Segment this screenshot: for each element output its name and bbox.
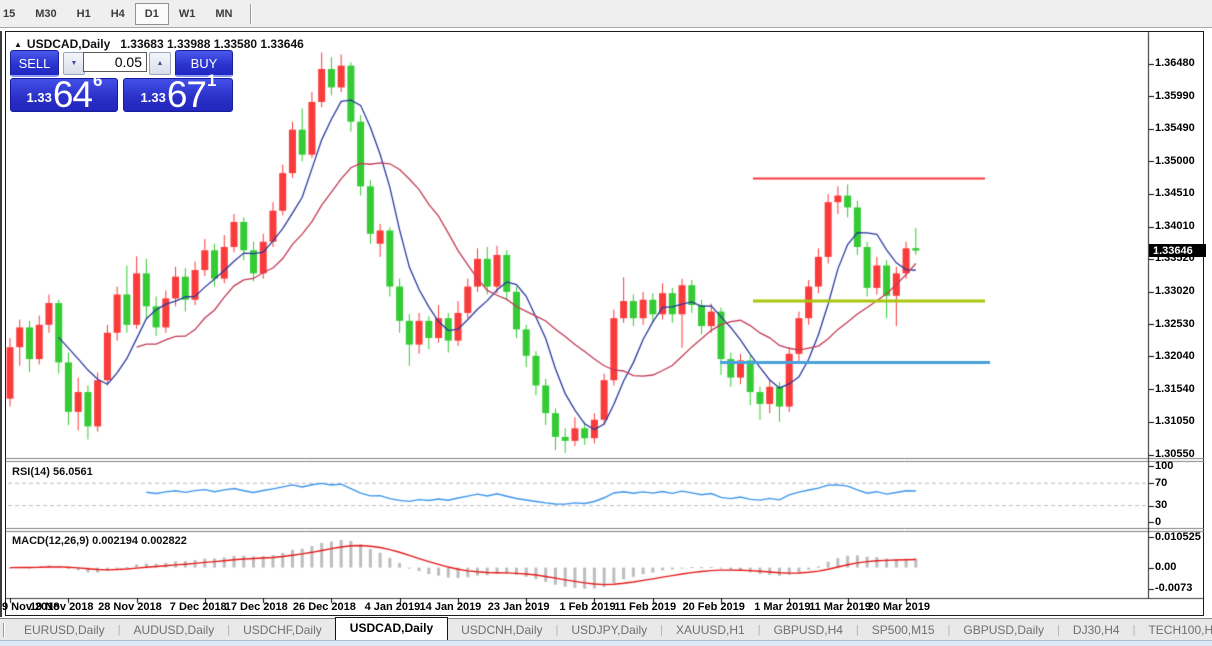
tab-separator: |	[660, 623, 664, 636]
tab-usdjpy-daily[interactable]: USDJPY,Daily	[571, 622, 648, 637]
date-tick-label: 28 Nov 2018	[98, 601, 162, 613]
macd-tick-label: -0.0073	[1155, 582, 1193, 595]
rsi-tick-label: 100	[1155, 459, 1174, 472]
price-tick-label: 1.32040	[1155, 349, 1195, 362]
date-tick-label: 7 Dec 2018	[169, 601, 227, 613]
rsi-tick-label: 0	[1155, 515, 1162, 528]
price-tick-label: 1.36480	[1155, 57, 1195, 70]
price-tick-label: 1.31050	[1155, 415, 1195, 428]
rsi-tick-label: 30	[1155, 499, 1168, 512]
tab-separator: |	[947, 623, 951, 636]
price-tick-label: 1.33520	[1155, 252, 1195, 265]
tab-separator: |	[117, 623, 121, 636]
price-tick-label: 1.34510	[1155, 187, 1195, 200]
tab-sp500-m15[interactable]: SP500,M15	[871, 622, 935, 637]
tab-usdchf-daily[interactable]: USDCHF,Daily	[243, 622, 322, 637]
volume-input[interactable]: 0.05	[83, 52, 147, 72]
date-tick-label: 1 Feb 2019	[559, 601, 616, 613]
tab-usdcad-daily[interactable]: USDCAD,Daily	[334, 617, 449, 640]
date-tick-label: 14 Jan 2019	[419, 601, 482, 613]
buy-button[interactable]: BUY	[175, 50, 233, 77]
date-tick-label: 11 Feb 2019	[614, 601, 677, 613]
price-tick-label: 1.35000	[1155, 154, 1195, 167]
date-tick-label: 1 Mar 2019	[754, 601, 811, 613]
date-tick-label: 11 Mar 2019	[809, 601, 871, 613]
price-tick-label: 1.33020	[1155, 285, 1195, 298]
buy-price-pips: 67	[166, 73, 207, 115]
tab-separator: |	[855, 623, 859, 636]
rsi-tick-label: 70	[1155, 476, 1168, 489]
collapse-triangle-icon[interactable]: ▲	[14, 40, 22, 49]
chevron-up-icon: ▲	[156, 60, 164, 67]
rsi-indicator-label: RSI(14) 56.0561	[12, 466, 93, 478]
macd-tick-label: 0.010525	[1155, 530, 1201, 543]
sell-price-prefix: 1.33	[26, 90, 52, 105]
date-tick-label: 9 Nov 2018	[2, 601, 60, 613]
volume-increase-button[interactable]: ▲	[149, 52, 171, 75]
tab-dj30-h4[interactable]: DJ30,H4	[1072, 622, 1120, 637]
price-tick-label: 1.30550	[1155, 448, 1195, 461]
sell-button[interactable]: SELL	[10, 50, 59, 77]
tab-separator: |	[555, 623, 559, 636]
tab-usdcnh-daily[interactable]: USDCNH,Daily	[461, 622, 543, 637]
chart-tab-bar: EURUSD,Daily | AUDUSD,Daily | USDCHF,Daily US…	[0, 617, 1212, 641]
date-tick-label: 17 Dec 2018	[224, 601, 288, 613]
one-click-trade-panel: SELL ▼ 0.05 ▲ BUY 1.33 64 6 1.33 67 1	[10, 50, 233, 115]
date-tick-label: 23 Jan 2019	[487, 601, 550, 613]
chart-title: ▲ USDCAD,Daily 1.33683 1.33988 1.33580 1.3…	[14, 37, 304, 51]
tab-gbpusd-daily[interactable]: GBPUSD,Daily	[963, 622, 1045, 637]
tabs-row: EURUSD,Daily | AUDUSD,Daily | USDCHF,Daily US…	[11, 617, 1212, 641]
chart-symbol: USDCAD,Daily	[26, 37, 111, 51]
tab-gbpusd-h4[interactable]: GBPUSD,H4	[773, 622, 843, 637]
buy-price-box[interactable]: 1.33 67 1	[123, 71, 233, 115]
sell-price-box[interactable]: 1.33 64 6	[10, 71, 118, 115]
chart-ohlc-values: 1.33683 1.33988 1.33580 1.33646	[120, 37, 304, 51]
chevron-down-icon: ▼	[70, 60, 78, 67]
price-tick-label: 1.31540	[1155, 382, 1195, 395]
date-tick-label: 4 Jan 2019	[364, 601, 421, 613]
tab-tech100-h1[interactable]: TECH100,H1	[1148, 622, 1212, 637]
buy-price-point: 1	[207, 71, 217, 90]
price-tick-label: 1.34010	[1155, 220, 1195, 233]
tab-separator: |	[1057, 623, 1060, 636]
sell-price-pips: 64	[52, 73, 93, 115]
date-tick-label: 20 Mar 2019	[867, 601, 930, 613]
date-tick-label: 20 Feb 2019	[682, 601, 745, 613]
tab-xauusd-h1[interactable]: XAUUSD,H1	[676, 622, 745, 637]
sell-price-point: 6	[93, 71, 103, 90]
current-price-tag: 1.33646	[1149, 244, 1206, 258]
tab-separator: |	[757, 623, 761, 636]
macd-tick-label: 0.00	[1155, 561, 1177, 574]
tab-separator: |	[227, 623, 231, 636]
tab-separator: |	[1132, 623, 1136, 636]
price-tick-label: 1.35990	[1155, 89, 1195, 102]
tab-eurusd-daily[interactable]: EURUSD,Daily	[24, 622, 105, 637]
date-tick-label: 26 Dec 2018	[292, 601, 356, 613]
buy-price-prefix: 1.33	[140, 90, 166, 105]
macd-indicator-label: MACD(12,26,9) 0.002194 0.002822	[12, 535, 187, 547]
price-tick-label: 1.32530	[1155, 317, 1195, 330]
price-tick-label: 1.35490	[1155, 122, 1195, 135]
status-strip	[0, 640, 1212, 646]
tab-audusd-daily[interactable]: AUDUSD,Daily	[133, 622, 215, 637]
tabbar-grip[interactable]	[3, 622, 5, 637]
date-tick-label: 19 Nov 2018	[29, 601, 94, 613]
volume-decrease-button[interactable]: ▼	[63, 52, 85, 75]
